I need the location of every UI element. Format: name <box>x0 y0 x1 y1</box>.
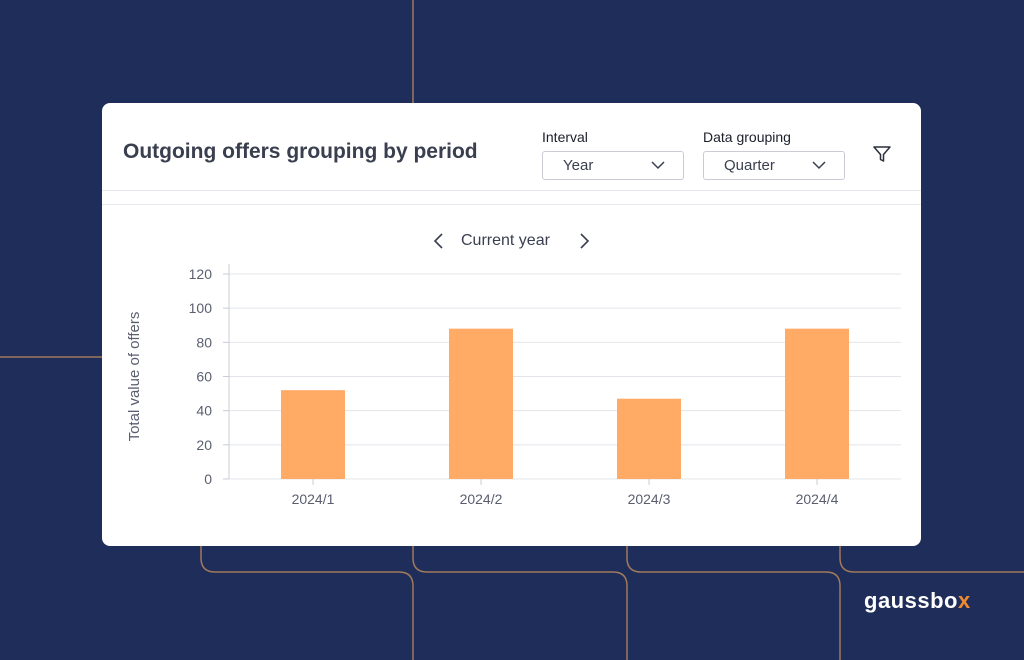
interval-value: Year <box>563 157 594 174</box>
period-label: Current year <box>461 232 550 249</box>
data-grouping-select[interactable]: Quarter <box>703 151 845 180</box>
header-divider <box>102 190 921 191</box>
y-axis-label: Total value of offers <box>126 312 143 442</box>
y-tick-label: 80 <box>196 334 212 350</box>
x-tick-label: 2024/3 <box>628 491 671 507</box>
filter-icon[interactable] <box>872 144 892 164</box>
chart-card: Outgoing offers grouping by period Inter… <box>102 103 921 546</box>
x-tick-label: 2024/1 <box>292 491 335 507</box>
logo-text: gaussbo <box>864 588 958 613</box>
y-tick-label: 60 <box>196 369 212 385</box>
bar <box>617 398 681 479</box>
x-tick-label: 2024/4 <box>796 491 839 507</box>
card-title: Outgoing offers grouping by period <box>123 140 478 163</box>
x-tick-label: 2024/2 <box>460 491 503 507</box>
y-tick-label: 40 <box>196 403 212 419</box>
y-tick-label: 0 <box>204 471 212 487</box>
next-period-button[interactable] <box>577 231 591 251</box>
interval-label: Interval <box>542 129 588 145</box>
y-tick-label: 20 <box>196 437 212 453</box>
interval-select[interactable]: Year <box>542 151 684 180</box>
logo-text-accent: x <box>957 588 971 613</box>
bar <box>449 328 513 479</box>
data-grouping-value: Quarter <box>724 157 775 174</box>
y-tick-label: 120 <box>189 266 213 282</box>
header-divider-secondary <box>102 204 921 205</box>
bar-chart: 0 20 40 60 80 100 120 2024/1 2024/2 2024/3 2024/4 T… <box>126 264 901 507</box>
bar <box>281 390 345 479</box>
y-tick-label: 100 <box>189 300 213 316</box>
chevron-down-icon <box>812 161 826 170</box>
previous-period-button[interactable] <box>432 231 446 251</box>
bar <box>785 328 849 479</box>
chevron-down-icon <box>651 161 665 170</box>
data-grouping-label: Data grouping <box>703 129 791 145</box>
gaussbox-logo: gaussbox <box>864 588 971 618</box>
